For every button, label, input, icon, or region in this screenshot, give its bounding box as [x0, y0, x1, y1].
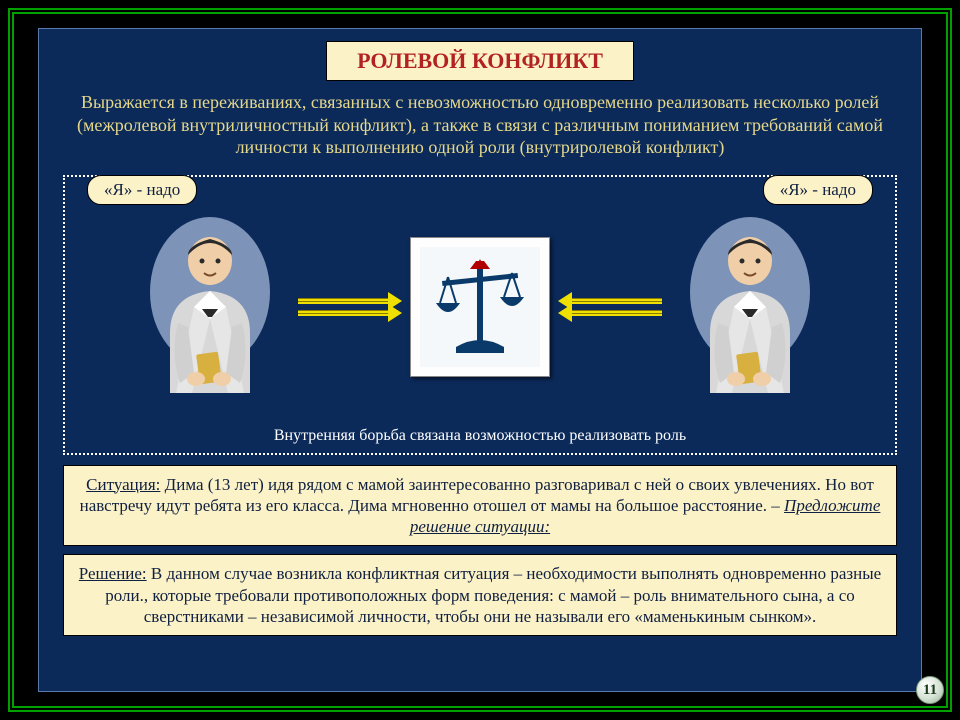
- slide-body: РОЛЕВОЙ КОНФЛИКТ Выражается в переживани…: [38, 28, 922, 692]
- solution-box: Решение: В данном случае возникла конфли…: [63, 554, 897, 636]
- arrow-icon: [298, 310, 392, 316]
- diagram-box: «Я» - надо «Я» - надо: [63, 175, 897, 455]
- situation-box: Ситуация: Дима (13 лет) идя рядом с мамо…: [63, 465, 897, 547]
- label-left: «Я» - надо: [87, 175, 197, 205]
- label-right: «Я» - надо: [763, 175, 873, 205]
- title-text: РОЛЕВОЙ КОНФЛИКТ: [357, 48, 603, 73]
- person-right: [680, 217, 820, 397]
- arrow-icon: [568, 310, 662, 316]
- arrow-icon: [568, 298, 662, 304]
- scales-frame: [410, 237, 550, 377]
- title-box: РОЛЕВОЙ КОНФЛИКТ: [326, 41, 634, 81]
- person-left: [140, 217, 280, 397]
- arrow-icon: [298, 298, 392, 304]
- solution-label: Решение:: [79, 564, 147, 583]
- person-icon: [680, 223, 820, 403]
- scales-icon: [420, 247, 540, 367]
- situation-label: Ситуация:: [86, 475, 160, 494]
- figures-row: [83, 217, 877, 397]
- person-icon: [140, 223, 280, 403]
- outer-frame: РОЛЕВОЙ КОНФЛИКТ Выражается в переживани…: [8, 8, 952, 712]
- situation-text: Дима (13 лет) идя рядом с мамой заинтере…: [80, 475, 874, 515]
- arrow-right-group: [298, 298, 392, 316]
- solution-text: В данном случае возникла конфликтная сит…: [105, 564, 881, 626]
- intro-text: Выражается в переживаниях, связанных с н…: [59, 91, 901, 169]
- arrow-left-group: [568, 298, 662, 316]
- diagram-caption: Внутренняя борьба связана возможностью р…: [65, 427, 895, 445]
- page-number: 11: [916, 676, 944, 704]
